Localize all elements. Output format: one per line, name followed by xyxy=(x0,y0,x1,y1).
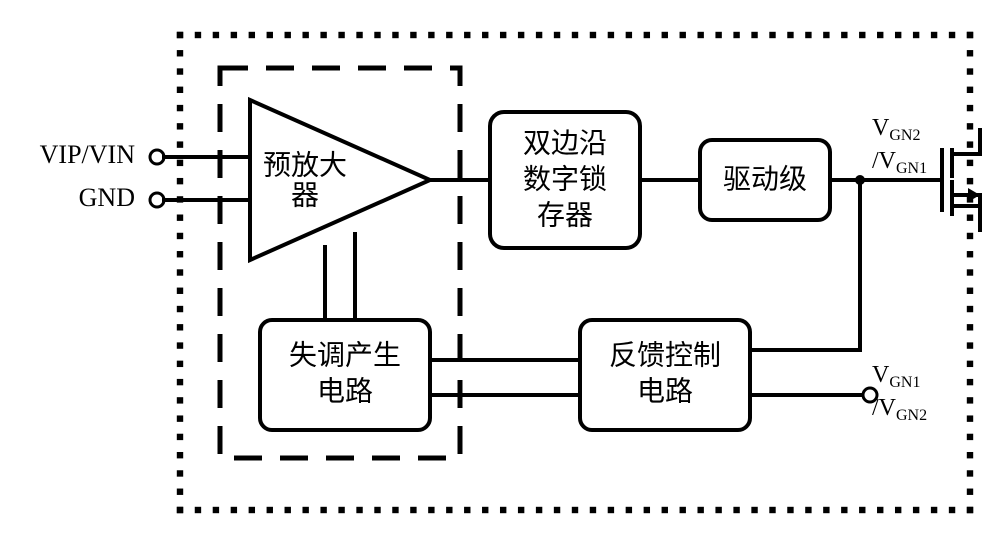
svg-text:失调产生: 失调产生 xyxy=(289,339,401,371)
svg-text:VIP/VIN: VIP/VIN xyxy=(40,140,136,169)
svg-text:电路: 电路 xyxy=(317,375,373,407)
svg-text:反馈控制: 反馈控制 xyxy=(609,339,721,371)
svg-text:/VGN2: /VGN2 xyxy=(872,395,927,424)
svg-text:预放大: 预放大 xyxy=(263,149,347,181)
svg-text:GND: GND xyxy=(79,183,135,212)
svg-text:存器: 存器 xyxy=(537,199,593,231)
svg-text:数字锁: 数字锁 xyxy=(523,163,607,195)
svg-text:VGN1: VGN1 xyxy=(872,362,920,391)
svg-text:驱动级: 驱动级 xyxy=(723,163,807,195)
svg-text:/VGN1: /VGN1 xyxy=(872,148,927,177)
svg-text:器: 器 xyxy=(291,180,319,211)
svg-text:VGN2: VGN2 xyxy=(872,115,920,144)
svg-text:双边沿: 双边沿 xyxy=(523,128,607,159)
svg-text:电路: 电路 xyxy=(637,375,693,407)
